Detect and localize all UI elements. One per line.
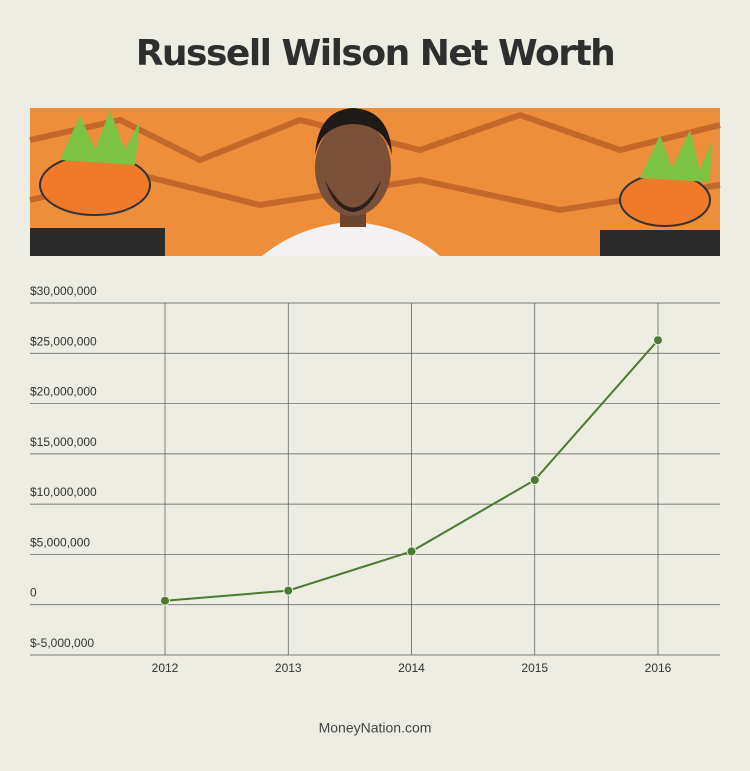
y-tick-label: $10,000,000 bbox=[30, 485, 97, 499]
y-tick-label: $-5,000,000 bbox=[30, 636, 94, 650]
x-tick-label: 2013 bbox=[275, 661, 302, 675]
y-tick-label: $30,000,000 bbox=[30, 284, 97, 298]
data-point bbox=[283, 585, 294, 596]
y-tick-label: $5,000,000 bbox=[30, 535, 90, 549]
banner-photo bbox=[29, 108, 721, 256]
x-tick-label: 2014 bbox=[398, 661, 425, 675]
x-tick-label: 2016 bbox=[645, 661, 672, 675]
x-tick-label: 2012 bbox=[152, 661, 179, 675]
data-point bbox=[653, 335, 663, 346]
x-tick-label: 2015 bbox=[521, 661, 548, 675]
data-point bbox=[160, 595, 170, 606]
source-note: MoneyNation.com bbox=[319, 720, 432, 736]
y-tick-label: $20,000,000 bbox=[30, 385, 97, 399]
y-tick-label: $15,000,000 bbox=[30, 435, 97, 449]
y-tick-label: $25,000,000 bbox=[30, 334, 97, 348]
data-point bbox=[406, 546, 417, 557]
y-tick-label: 0 bbox=[30, 586, 37, 600]
data-point bbox=[529, 475, 540, 486]
chart-title: Russell Wilson Net Worth bbox=[136, 33, 615, 74]
